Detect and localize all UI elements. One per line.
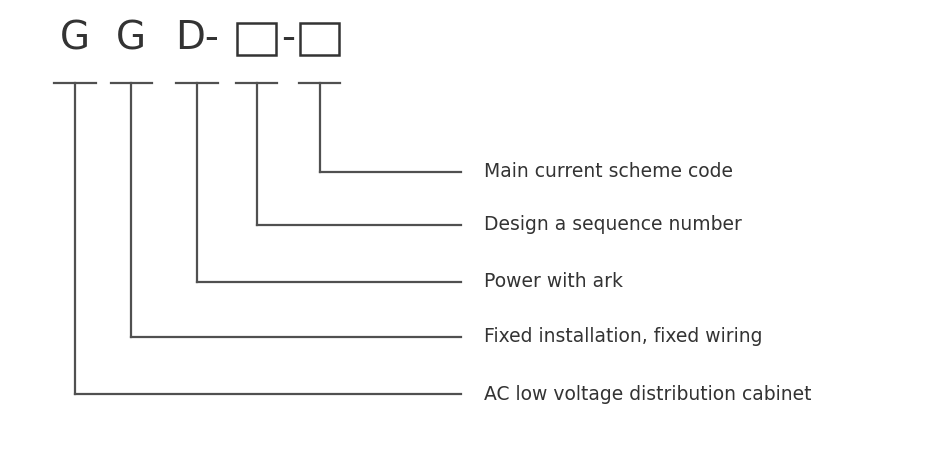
Text: G: G [116,19,146,57]
Bar [300,23,339,55]
Text: Fixed installation, fixed wiring: Fixed installation, fixed wiring [484,327,763,346]
Text: Power with ark: Power with ark [484,272,623,291]
Text: D-: D- [175,19,219,57]
Text: AC low voltage distribution cabinet: AC low voltage distribution cabinet [484,385,812,404]
Text: -: - [281,19,295,57]
Bar [237,23,276,55]
Text: G: G [60,19,90,57]
Text: Main current scheme code: Main current scheme code [484,162,733,181]
Text: Design a sequence number: Design a sequence number [484,215,742,234]
